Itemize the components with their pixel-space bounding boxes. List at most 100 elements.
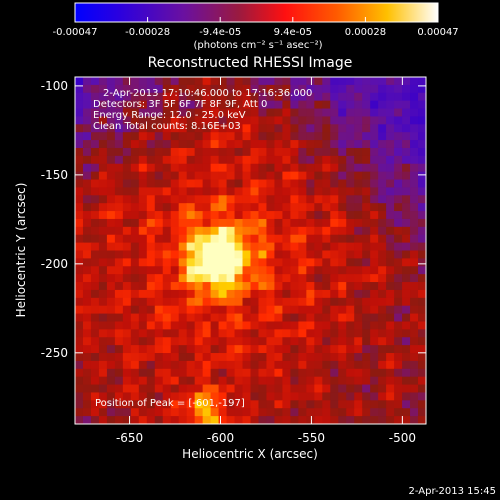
heatmap-cell: [106, 132, 116, 141]
heatmap-cell: [418, 195, 426, 204]
heatmap-cell: [154, 77, 164, 86]
heatmap-cell: [106, 116, 116, 125]
heatmap-cell: [410, 234, 419, 244]
heatmap-cell: [98, 203, 108, 212]
heatmap-cell: [370, 92, 379, 102]
heatmap-cell: [210, 242, 220, 252]
heatmap-cell: [298, 187, 307, 196]
heatmap-cell: [338, 84, 347, 94]
heatmap-cell: [242, 258, 252, 267]
heatmap-cell: [138, 147, 148, 157]
heatmap-cell: [162, 187, 172, 196]
heatmap-cell: [226, 400, 236, 409]
heatmap-cell: [282, 392, 291, 401]
heatmap-cell: [178, 179, 188, 189]
heatmap-cell: [170, 321, 180, 330]
heatmap-cell: [154, 392, 164, 401]
heatmap-cell: [75, 321, 84, 330]
heatmap-cell: [82, 218, 92, 228]
heatmap-cell: [418, 226, 426, 236]
heatmap-cell: [114, 211, 124, 220]
heatmap-cell: [178, 187, 188, 196]
heatmap-cell: [138, 163, 148, 173]
heatmap-cell: [386, 77, 395, 86]
heatmap-cell: [322, 345, 331, 354]
heatmap-cell: [106, 211, 116, 220]
heatmap-cell: [258, 329, 268, 338]
heatmap-cell: [314, 266, 323, 275]
heatmap-cell: [130, 77, 140, 86]
heatmap-cell: [346, 400, 355, 409]
heatmap-cell: [170, 376, 180, 386]
heatmap-cell: [75, 218, 84, 228]
heatmap-cell: [362, 416, 371, 424]
heatmap-cell: [354, 250, 363, 259]
heatmap-cell: [114, 100, 124, 110]
heatmap-cell: [226, 100, 236, 110]
heatmap-cell: [354, 226, 363, 236]
heatmap-cell: [402, 124, 411, 133]
heatmap-cell: [170, 155, 180, 165]
heatmap-cell: [274, 124, 284, 133]
heatmap-cell: [234, 84, 244, 94]
heatmap-cell: [338, 258, 347, 267]
heatmap-cell: [146, 384, 156, 394]
heatmap-cell: [138, 289, 148, 299]
heatmap-cell: [274, 203, 284, 212]
heatmap-cell: [210, 132, 220, 141]
heatmap-cell: [266, 250, 276, 259]
heatmap-cell: [130, 313, 140, 323]
heatmap-cell: [202, 132, 212, 141]
heatmap-cell: [314, 400, 323, 409]
heatmap-cell: [298, 321, 307, 330]
heatmap-cell: [106, 203, 116, 212]
heatmap-cell: [322, 353, 331, 362]
heatmap-cell: [306, 337, 315, 346]
heatmap-cell: [282, 163, 291, 173]
heatmap-cell: [242, 376, 252, 386]
heatmap-cell: [170, 329, 180, 338]
heatmap-cell: [394, 100, 403, 110]
heatmap-cell: [410, 226, 419, 236]
heatmap-cell: [250, 108, 260, 118]
heatmap-cell: [242, 140, 252, 149]
heatmap-cell: [226, 211, 236, 220]
heatmap-cell: [250, 84, 260, 94]
heatmap-cell: [410, 408, 419, 417]
heatmap-cell: [402, 171, 411, 181]
heatmap-cell: [218, 155, 228, 165]
heatmap-cell: [258, 297, 268, 307]
heatmap-cell: [418, 384, 426, 394]
heatmap-cell: [338, 329, 347, 338]
heatmap-cell: [98, 218, 108, 228]
heatmap-cell: [402, 116, 411, 125]
heatmap-cell: [314, 384, 323, 394]
heatmap-cell: [266, 132, 276, 141]
heatmap-cell: [138, 171, 148, 181]
heatmap-cell: [162, 211, 172, 220]
heatmap-cell: [298, 147, 307, 157]
heatmap-cell: [122, 282, 132, 291]
heatmap-cell: [146, 132, 156, 141]
heatmap-cell: [354, 218, 363, 228]
heatmap-cell: [226, 242, 236, 252]
heatmap-cell: [194, 305, 204, 315]
heatmap-cell: [346, 329, 355, 338]
heatmap-cell: [362, 266, 371, 275]
heatmap-cell: [402, 376, 411, 386]
heatmap-cell: [146, 116, 156, 125]
heatmap-cell: [82, 100, 92, 110]
heatmap-cell: [266, 195, 276, 204]
colorbar-tick-label: -9.4e-05: [199, 27, 241, 38]
colorbar-tick-label: 0.00028: [345, 27, 386, 38]
heatmap-cell: [146, 171, 156, 181]
heatmap-cell: [122, 329, 132, 338]
heatmap-cell: [114, 384, 124, 394]
heatmap-cell: [410, 242, 419, 252]
heatmap-cell: [162, 124, 172, 133]
heatmap-cell: [146, 250, 156, 259]
heatmap-cell: [402, 250, 411, 259]
heatmap-cell: [90, 179, 100, 189]
heatmap-cell: [362, 77, 371, 86]
heatmap-cell: [178, 203, 188, 212]
